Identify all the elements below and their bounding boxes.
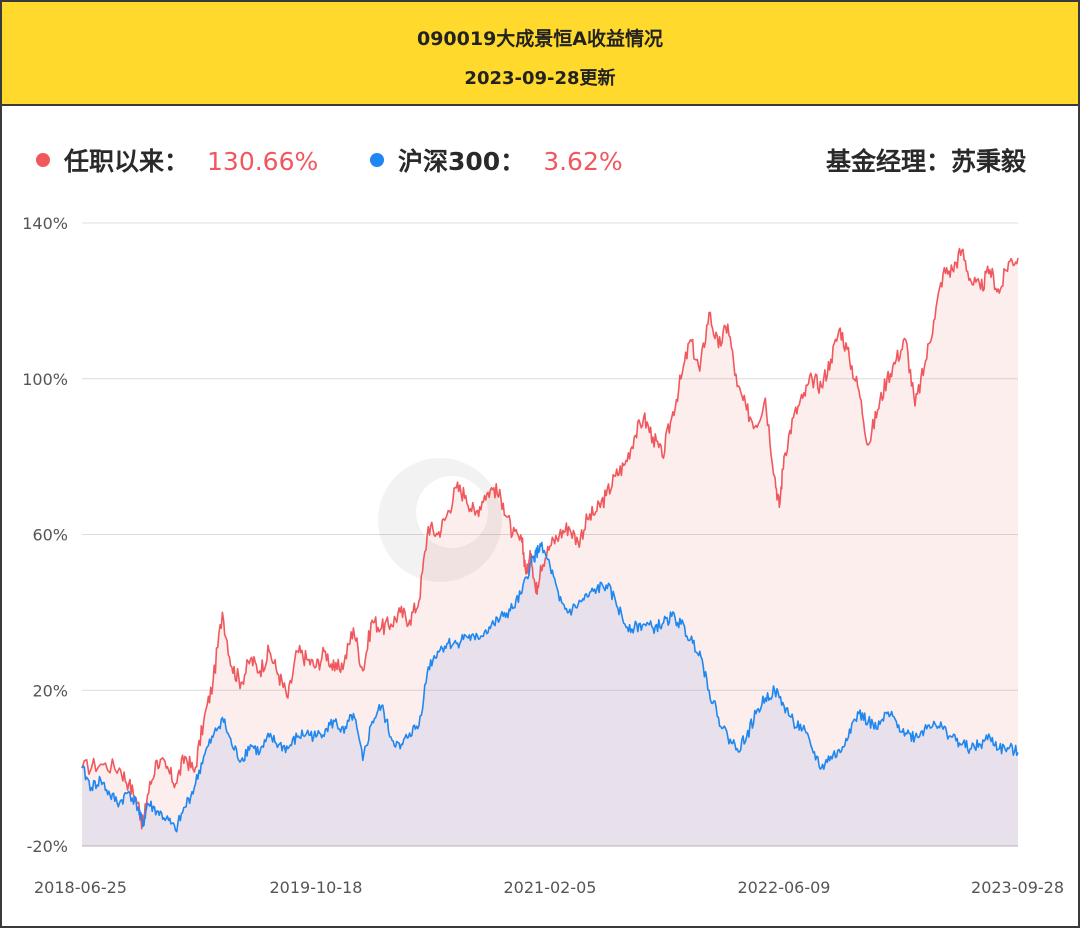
index-value: 3.62%	[543, 147, 623, 176]
x-tick-label: 2018-06-25	[34, 878, 127, 897]
legend-fund: 任职以来： 130.66%	[36, 142, 318, 178]
fund-series-line	[81, 247, 1019, 830]
x-tick-label: 2019-10-18	[270, 878, 363, 897]
watermark-logo	[378, 458, 502, 582]
series-lines	[81, 247, 1019, 833]
y-tick-label: 140%	[22, 214, 68, 233]
grid-lines	[82, 222, 1018, 847]
y-tick-label: -20%	[27, 837, 68, 856]
fund-value: 130.66%	[207, 147, 319, 176]
fund-manager: 基金经理：苏秉毅	[825, 147, 1026, 176]
header-banner: 090019大成景恒A收益情况 2023-09-28更新	[2, 2, 1078, 106]
index-label: 沪深300：	[398, 147, 526, 176]
y-axis: 140% 100% 60% 20% -20%	[22, 214, 68, 856]
x-tick-label: 2021-02-05	[504, 878, 597, 897]
fund-dot-icon	[36, 153, 50, 167]
index-series-line	[81, 541, 1019, 833]
x-tick-label: 2023-09-28	[971, 878, 1064, 897]
y-tick-label: 100%	[22, 370, 68, 389]
legend-index: 沪深300： 3.62%	[370, 142, 623, 178]
index-dot-icon	[370, 153, 384, 167]
y-tick-label: 20%	[32, 681, 68, 700]
x-tick-label: 2022-06-09	[738, 878, 831, 897]
y-tick-label: 60%	[32, 526, 68, 545]
index-series-area	[82, 542, 1018, 846]
update-date: 2023-09-28更新	[464, 68, 616, 89]
fund-label: 任职以来：	[64, 147, 190, 176]
x-axis: 2018-06-25 2019-10-18 2021-02-05 2022-06-09…	[34, 878, 1064, 897]
chart-title: 090019大成景恒A收益情况	[416, 28, 664, 50]
